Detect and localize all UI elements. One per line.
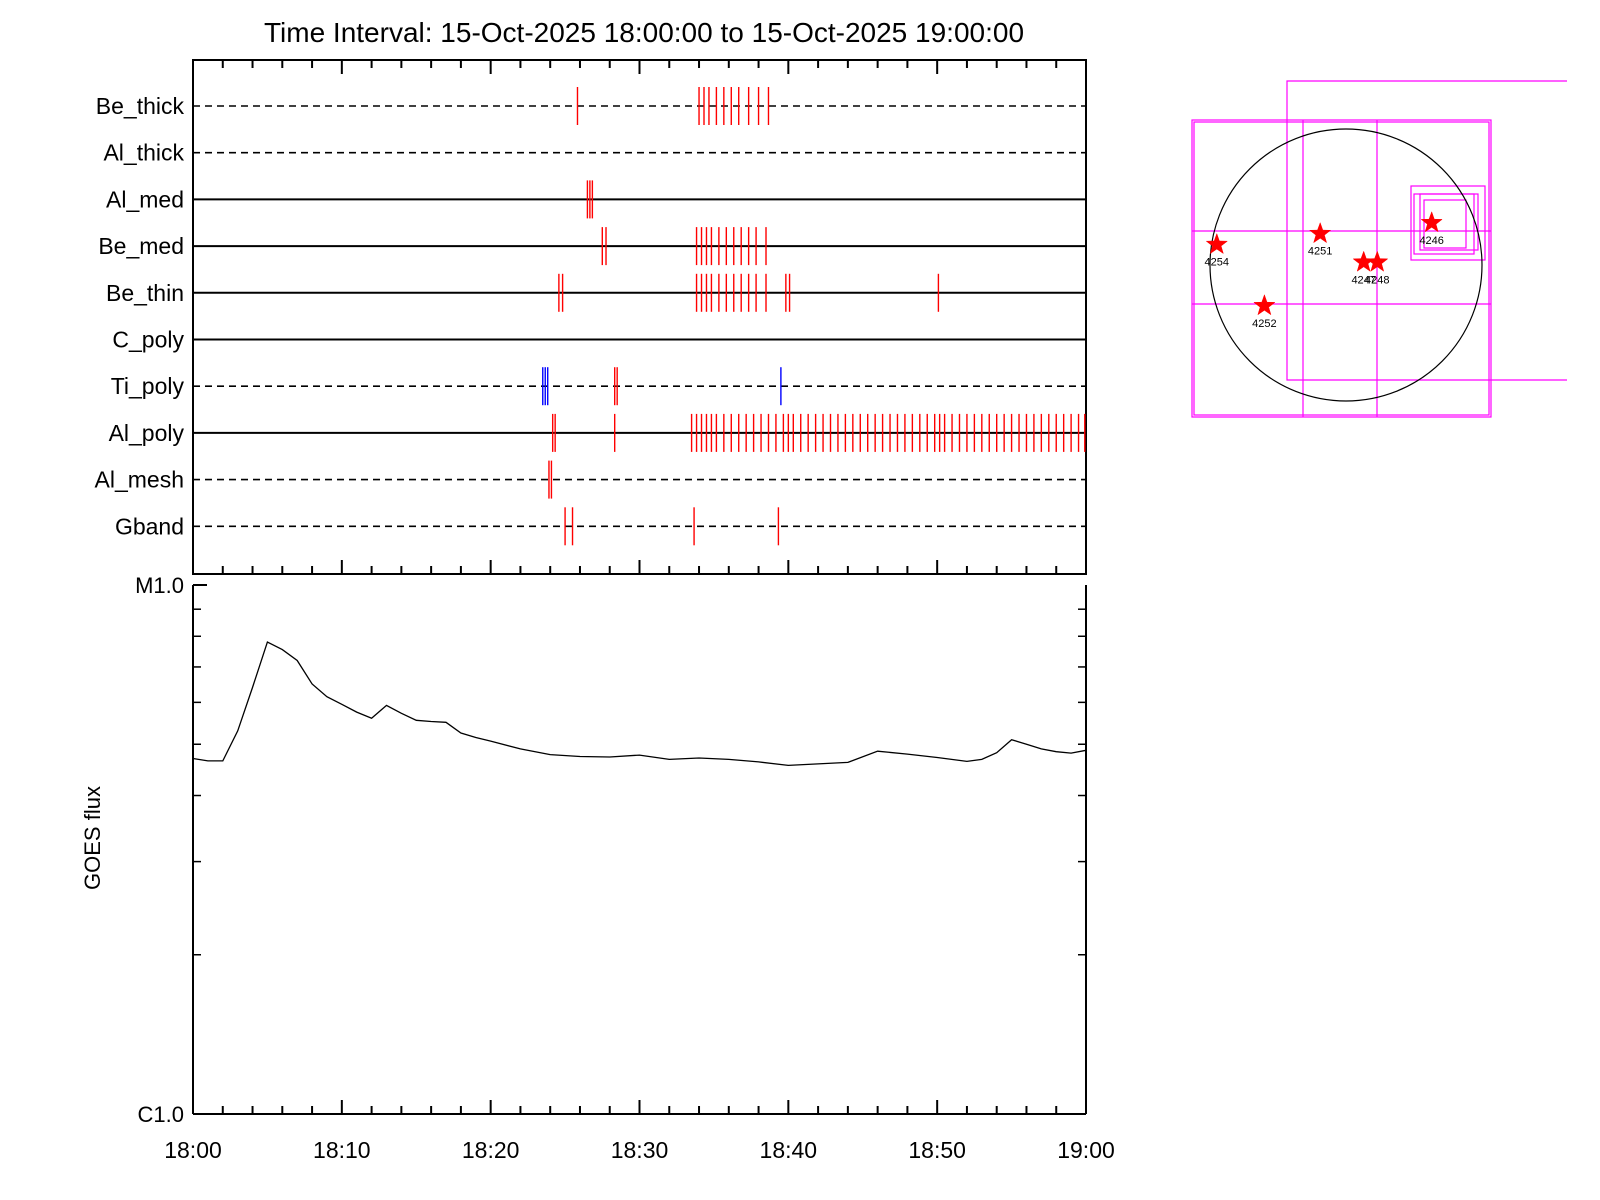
active-region-label: 4254	[1205, 257, 1229, 269]
instrument-label: Ti_poly	[111, 373, 185, 399]
solar-disk	[1209, 128, 1483, 402]
instrument-label: Gband	[115, 513, 184, 539]
instrument-row: Al_thick	[103, 140, 1086, 166]
instrument-row: C_poly	[112, 327, 1086, 353]
field-box	[1423, 199, 1467, 249]
field-box	[1193, 121, 1490, 416]
instrument-label: Al_mesh	[95, 467, 184, 493]
active-region-star-icon	[1253, 294, 1276, 316]
goes-flux-line	[192, 641, 1087, 767]
active-region-label: 4246	[1419, 235, 1443, 247]
x-tick-label: 18:30	[611, 1137, 669, 1163]
instrument-label: Be_thick	[96, 93, 185, 119]
instrument-label: Be_thin	[106, 280, 184, 306]
x-tick-label: 18:50	[908, 1137, 966, 1163]
active-region: 4251	[1308, 221, 1332, 258]
active-region-label: 4252	[1252, 318, 1276, 330]
chart-title: Time Interval: 15-Oct-2025 18:00:00 to 1…	[264, 17, 1024, 48]
active-region-star-icon	[1366, 250, 1389, 272]
y-axis-label: GOES flux	[80, 786, 105, 890]
timeline-frame	[192, 59, 1087, 575]
instrument-label: Al_thick	[103, 140, 184, 166]
instrument-label: Al_med	[106, 186, 184, 212]
instrument-row: Al_mesh	[95, 460, 1086, 499]
timeline-panel: Be_thick Al_thick Al_med Be_med Be_thin C_pol…	[95, 59, 1087, 575]
instrument-row: Ti_poly	[111, 367, 1086, 406]
instrument-row: Al_med	[106, 180, 1086, 219]
x-tick-label: 18:00	[164, 1137, 222, 1163]
field-box	[1191, 119, 1492, 418]
instrument-row: Be_thick	[96, 87, 1086, 125]
x-tick-label: 18:20	[462, 1137, 520, 1163]
active-region-star-icon	[1205, 232, 1229, 255]
active-region-star-icon	[1420, 211, 1443, 233]
active-region-star-icon	[1308, 221, 1332, 244]
active-region: 4252	[1252, 294, 1277, 330]
active-region-label: 4247	[1351, 274, 1375, 286]
active-region: 4246	[1419, 211, 1444, 247]
instrument-label: Al_poly	[109, 420, 185, 446]
instrument-row: Al_poly	[109, 413, 1086, 452]
instrument-row: Be_med	[98, 227, 1086, 266]
field-box	[1419, 193, 1479, 251]
active-region-label: 4251	[1308, 246, 1332, 258]
x-tick-label: 18:40	[760, 1137, 818, 1163]
active-region-label: 4248	[1365, 274, 1389, 286]
y-tick-label: M1.0	[135, 573, 184, 598]
instrument-label: C_poly	[112, 327, 184, 353]
active-region: 4254	[1205, 232, 1229, 269]
x-tick-label: 19:00	[1057, 1137, 1115, 1163]
instrument-label: Be_med	[98, 233, 184, 259]
x-tick-label: 18:10	[313, 1137, 371, 1163]
y-tick-label: C1.0	[138, 1102, 184, 1127]
instrument-row: Be_thin	[106, 273, 1086, 312]
goes-flux-panel: M1.0 C1.0 18:00 18:10 18:20 18:30 18:40 18:50 19…	[135, 573, 1115, 1163]
instrument-row: Gband	[115, 507, 1086, 546]
active-region: 4248	[1365, 250, 1390, 286]
field-box	[1410, 185, 1486, 261]
